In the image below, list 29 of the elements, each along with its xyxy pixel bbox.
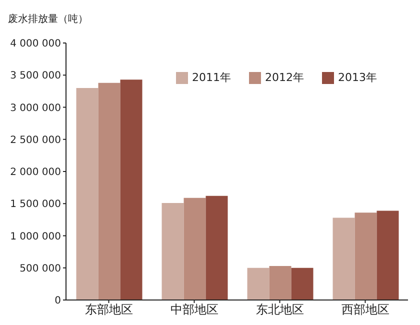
x-tick-label: 东北地区 bbox=[256, 302, 304, 317]
y-tick-label: 1 500 000 bbox=[10, 199, 61, 210]
y-tick-label: 1 000 000 bbox=[10, 231, 61, 242]
y-axis-title: 废水排放量（吨） bbox=[8, 12, 88, 26]
bar bbox=[247, 268, 270, 300]
y-tick-label: 2 500 000 bbox=[10, 134, 61, 146]
bar bbox=[76, 88, 98, 300]
x-tick-label: 西部地区 bbox=[341, 302, 390, 317]
x-tick-label: 东部地区 bbox=[84, 302, 133, 317]
bar bbox=[376, 210, 399, 300]
bar bbox=[269, 266, 292, 300]
y-tick-label: 0 bbox=[54, 296, 61, 307]
bar bbox=[162, 202, 184, 300]
bar bbox=[206, 196, 228, 300]
y-tick-label: 3 000 000 bbox=[10, 102, 61, 114]
legend-label: 2013年 bbox=[338, 71, 377, 84]
legend-label: 2011年 bbox=[192, 71, 231, 84]
y-tick-label: 500 000 bbox=[20, 263, 61, 274]
y-tick-label: 3 500 000 bbox=[10, 70, 61, 82]
bar bbox=[332, 218, 355, 300]
bar bbox=[98, 82, 120, 300]
bar bbox=[354, 212, 377, 300]
bar bbox=[291, 268, 314, 300]
bar bbox=[184, 198, 206, 300]
y-tick-label: 4 000 000 bbox=[10, 38, 61, 50]
x-tick-label: 中部地区 bbox=[170, 302, 218, 317]
y-tick-label: 2 000 000 bbox=[10, 167, 61, 178]
bar bbox=[120, 80, 142, 300]
legend-label: 2012年 bbox=[265, 71, 304, 84]
